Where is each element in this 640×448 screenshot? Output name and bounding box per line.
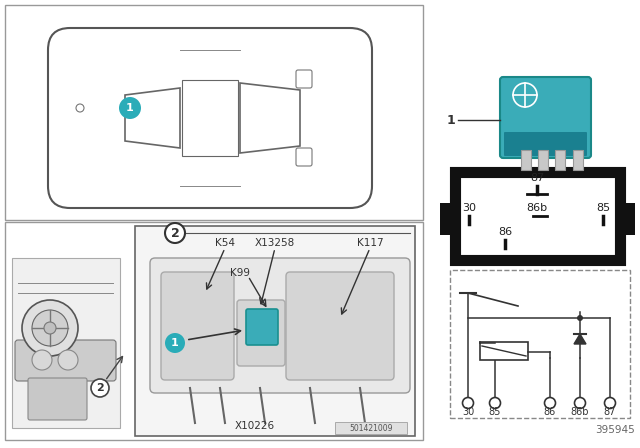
FancyBboxPatch shape (15, 340, 116, 381)
Text: X13258: X13258 (255, 238, 295, 248)
FancyBboxPatch shape (620, 203, 635, 235)
FancyBboxPatch shape (335, 422, 407, 434)
Circle shape (463, 397, 474, 409)
Text: 1: 1 (171, 338, 179, 348)
Polygon shape (574, 334, 586, 344)
Text: 2: 2 (96, 383, 104, 393)
FancyBboxPatch shape (28, 378, 87, 420)
Text: 395945: 395945 (595, 425, 635, 435)
Circle shape (32, 310, 68, 346)
Text: K99: K99 (230, 268, 250, 278)
Text: 501421009: 501421009 (349, 423, 393, 432)
FancyBboxPatch shape (521, 150, 531, 170)
Text: 87: 87 (604, 407, 616, 417)
FancyBboxPatch shape (296, 70, 312, 88)
Circle shape (91, 379, 109, 397)
Text: X10226: X10226 (235, 421, 275, 431)
Text: 30: 30 (462, 203, 476, 213)
Circle shape (605, 397, 616, 409)
FancyBboxPatch shape (246, 309, 278, 345)
FancyBboxPatch shape (48, 28, 372, 208)
FancyBboxPatch shape (286, 272, 394, 380)
Polygon shape (125, 88, 180, 148)
FancyBboxPatch shape (555, 150, 565, 170)
Text: 87: 87 (530, 173, 544, 183)
FancyBboxPatch shape (538, 150, 548, 170)
FancyBboxPatch shape (12, 258, 120, 428)
FancyBboxPatch shape (182, 80, 238, 156)
Circle shape (32, 350, 52, 370)
FancyBboxPatch shape (237, 300, 285, 366)
Circle shape (165, 223, 185, 243)
Circle shape (58, 350, 78, 370)
Circle shape (44, 322, 56, 334)
FancyBboxPatch shape (5, 222, 423, 440)
Circle shape (76, 104, 84, 112)
Text: 2: 2 (171, 227, 179, 240)
Circle shape (577, 315, 583, 321)
Circle shape (165, 333, 185, 353)
Text: 30: 30 (462, 407, 474, 417)
FancyBboxPatch shape (504, 132, 587, 156)
FancyBboxPatch shape (296, 148, 312, 166)
FancyBboxPatch shape (450, 270, 630, 418)
Circle shape (545, 397, 556, 409)
FancyBboxPatch shape (161, 272, 234, 380)
FancyBboxPatch shape (5, 5, 423, 220)
Text: 86: 86 (544, 407, 556, 417)
Text: 1: 1 (126, 103, 134, 113)
Text: 85: 85 (596, 203, 610, 213)
Circle shape (119, 97, 141, 119)
FancyBboxPatch shape (440, 203, 456, 235)
Circle shape (22, 300, 78, 356)
Circle shape (490, 397, 500, 409)
Polygon shape (240, 83, 300, 153)
Text: 1: 1 (447, 113, 456, 126)
FancyBboxPatch shape (150, 258, 410, 393)
FancyBboxPatch shape (455, 172, 620, 260)
FancyBboxPatch shape (500, 77, 591, 158)
Text: K117: K117 (356, 238, 383, 248)
Text: 86: 86 (498, 227, 512, 237)
Text: 86b: 86b (527, 203, 548, 213)
FancyBboxPatch shape (135, 226, 415, 436)
Text: 86b: 86b (571, 407, 589, 417)
FancyBboxPatch shape (573, 150, 583, 170)
Text: K54: K54 (215, 238, 235, 248)
FancyBboxPatch shape (480, 342, 528, 360)
Circle shape (575, 397, 586, 409)
Text: 85: 85 (489, 407, 501, 417)
